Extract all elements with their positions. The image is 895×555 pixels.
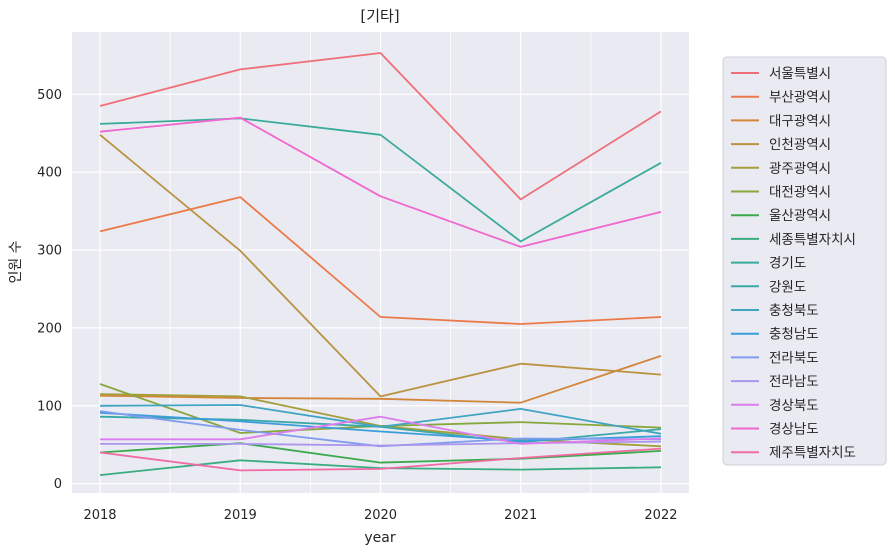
legend: 서울특별시부산광역시대구광역시인천광역시광주광역시대전광역시울산광역시세종특별자… bbox=[722, 56, 887, 466]
series-lines bbox=[99, 52, 662, 476]
legend-label: 강원도 bbox=[769, 279, 806, 295]
legend-label: 인천광역시 bbox=[769, 137, 831, 153]
legend-label: 서울특별시 bbox=[769, 66, 831, 82]
y-axis-label: 인원 수 bbox=[8, 240, 24, 283]
x-tick-label: 2021 bbox=[504, 508, 537, 523]
legend-label: 경기도 bbox=[769, 256, 806, 272]
legend-label: 충청북도 bbox=[769, 303, 819, 319]
series-line bbox=[99, 117, 662, 243]
legend-label: 광주광역시 bbox=[769, 161, 831, 177]
series-line bbox=[99, 52, 662, 201]
y-tick-label: 200 bbox=[37, 321, 62, 336]
series-line bbox=[100, 415, 662, 445]
y-tick-label: 300 bbox=[37, 244, 62, 259]
x-tick-label: 2018 bbox=[83, 508, 116, 523]
legend-label: 전라북도 bbox=[769, 350, 819, 366]
legend-label: 경상북도 bbox=[769, 398, 819, 414]
y-tick-label: 400 bbox=[37, 166, 62, 181]
series-line bbox=[99, 404, 662, 435]
legend-label: 경상남도 bbox=[769, 422, 819, 438]
x-axis-ticks: 2018 2019 2020 2021 2022 bbox=[83, 508, 677, 523]
legend-box bbox=[722, 56, 887, 466]
series-line bbox=[99, 442, 662, 464]
legend-label: 대구광역시 bbox=[769, 113, 831, 129]
legend-label: 대전광역시 bbox=[769, 185, 831, 201]
series-line bbox=[99, 116, 662, 248]
y-tick-label: 100 bbox=[37, 399, 62, 414]
series-line bbox=[99, 196, 662, 325]
x-tick-label: 2022 bbox=[644, 508, 677, 523]
y-tick-label: 500 bbox=[37, 88, 62, 103]
legend-label: 전라남도 bbox=[769, 374, 819, 390]
x-axis-label: year bbox=[364, 530, 395, 546]
y-axis-ticks: 0 100 200 300 400 500 bbox=[37, 88, 62, 492]
legend-label: 부산광역시 bbox=[769, 90, 831, 106]
grid bbox=[72, 32, 689, 493]
legend-label: 제주특별자치도 bbox=[769, 445, 856, 461]
series-line bbox=[99, 355, 662, 404]
x-tick-label: 2020 bbox=[364, 508, 397, 523]
legend-label: 울산광역시 bbox=[769, 208, 831, 224]
chart-title: [기타] bbox=[360, 7, 399, 25]
legend-label: 충청남도 bbox=[769, 327, 819, 343]
legend-label: 세종특별자치시 bbox=[769, 232, 856, 248]
series-line bbox=[99, 447, 662, 472]
y-tick-label: 0 bbox=[54, 477, 62, 492]
series-line bbox=[99, 134, 662, 398]
x-tick-label: 2019 bbox=[224, 508, 257, 523]
